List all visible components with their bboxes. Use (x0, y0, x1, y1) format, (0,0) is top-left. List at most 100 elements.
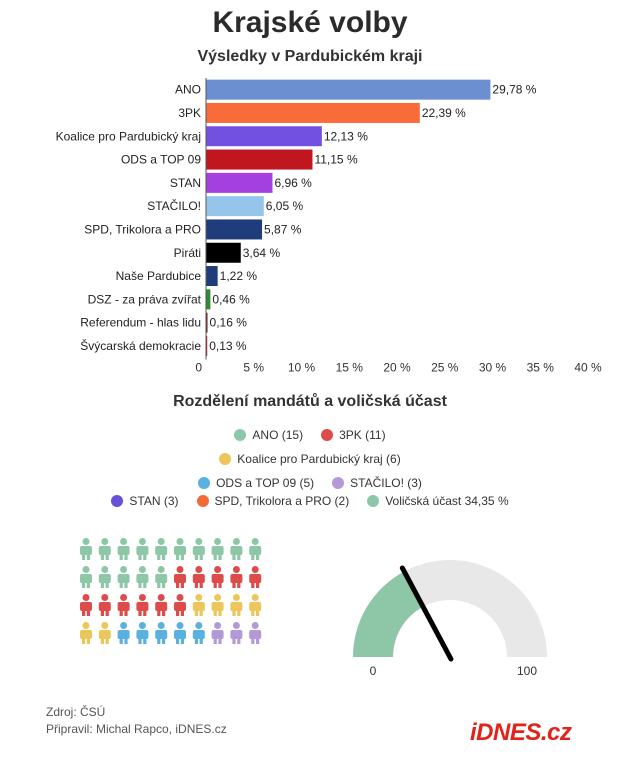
legend-swatch (321, 429, 334, 441)
seat-pictogram (80, 538, 262, 644)
legend-swatch (219, 453, 232, 465)
legend-label: ODS a TOP 09 (5) (216, 476, 315, 490)
seat-person-icon (117, 566, 130, 588)
legend-swatch (196, 495, 209, 507)
legend-swatch (198, 477, 211, 489)
seat-person-icon (117, 622, 130, 644)
x-tick-label: 40 % (574, 361, 602, 375)
seat-person-icon (117, 594, 130, 616)
seat-person-icon (136, 622, 149, 644)
category-label: Naše Pardubice (116, 269, 202, 283)
seat-person-icon (230, 622, 243, 644)
category-label: Piráti (174, 246, 201, 260)
x-tick-label: 5 % (243, 361, 264, 375)
legend-label: 3PK (11) (339, 428, 386, 442)
category-label: 3PK (178, 106, 201, 120)
bar (206, 126, 322, 147)
bar (206, 312, 208, 333)
page-title: Krajské volby (212, 6, 408, 39)
legend-label: STAČILO! (3) (350, 476, 422, 490)
bar-chart-subtitle: Výsledky v Pardubickém kraji (197, 48, 423, 65)
results-bar-chart: ANO 29,78 % 3PK 22,39 % Koalice pro Pardubic… (56, 78, 602, 375)
bar (206, 102, 420, 123)
seat-person-icon (174, 594, 186, 616)
legend-item: ANO (15) (234, 428, 303, 442)
category-label: ANO (175, 83, 201, 97)
legend-row: STAN (3) SPD, Trikolora a PRO (2) Voličská… (0, 494, 620, 508)
seat-person-icon (80, 622, 92, 644)
source-note: Zdroj: ČSÚ (46, 705, 106, 719)
value-label: 3,64 % (243, 246, 281, 260)
gauge-fill (353, 571, 424, 657)
legend-label: SPD, Trikolora a PRO (2) (214, 494, 350, 508)
legend-row: ANO (15) 3PK (11) (0, 428, 620, 442)
idnes-logo: iDNES.cz (470, 719, 572, 747)
gauge-max-label: 100 (517, 664, 537, 678)
seat-person-icon (192, 538, 205, 560)
legend-item: SPD, Trikolora a PRO (2) (196, 494, 350, 508)
legend-label: Koalice pro Pardubický kraj (6) (237, 452, 401, 466)
seat-person-icon (192, 622, 205, 644)
category-label: DSZ - za práva zvířat (88, 292, 202, 306)
bar (206, 79, 491, 100)
bar (206, 149, 313, 170)
category-label: Referendum - hlas lidu (80, 316, 201, 330)
value-label: 12,13 % (324, 129, 368, 143)
seat-person-icon (80, 594, 92, 616)
legend-row: Koalice pro Pardubický kraj (6) (0, 452, 620, 466)
author-note: Připravil: Michal Rapco, iDNES.cz (46, 722, 227, 736)
value-label: 1,22 % (220, 269, 258, 283)
value-label: 11,15 % (314, 153, 357, 167)
legend-row: ODS a TOP 09 (5) STAČILO! (3) (0, 476, 620, 490)
seat-person-icon (211, 538, 224, 560)
x-tick-label: 15 % (336, 361, 364, 375)
bar (206, 335, 208, 356)
x-tick-label: 10 % (288, 361, 316, 375)
seat-person-icon (211, 622, 224, 644)
legend-label: Voličská účast 34,35 % (385, 494, 509, 508)
gauge-min-label: 0 (370, 664, 377, 678)
seat-person-icon (249, 594, 262, 616)
seat-person-icon (98, 594, 111, 616)
category-label: SPD, Trikolora a PRO (84, 222, 201, 236)
seat-person-icon (249, 566, 262, 588)
brand-suffix: .cz (540, 719, 572, 746)
seat-person-icon (192, 566, 205, 588)
bar (206, 219, 263, 240)
legend-swatch (234, 429, 247, 441)
bar (206, 172, 273, 193)
x-tick-label: 35 % (527, 361, 555, 375)
seat-person-icon (211, 566, 224, 588)
x-tick-label: 30 % (479, 361, 507, 375)
brand-name: iDNES (470, 719, 541, 746)
seat-person-icon (249, 538, 262, 560)
seat-person-icon (230, 566, 243, 588)
x-tick-label: 20 % (383, 361, 411, 375)
value-label: 6,96 % (274, 176, 312, 190)
category-label: ODS a TOP 09 (121, 153, 201, 167)
legend-swatch (111, 495, 124, 507)
seat-person-icon (136, 594, 149, 616)
value-label: 29,78 % (492, 83, 536, 97)
seat-person-icon (80, 538, 92, 560)
seat-person-icon (155, 622, 168, 644)
legend-item: ODS a TOP 09 (5) (198, 476, 314, 490)
legend-swatch (332, 477, 345, 489)
seat-person-icon (174, 538, 186, 560)
bar (206, 289, 211, 310)
legend-item: STAČILO! (3) (332, 476, 422, 490)
legend-item: STAN (3) (111, 494, 179, 508)
bar (206, 196, 264, 217)
value-label: 5,87 % (264, 222, 302, 236)
category-label: STAČILO! (147, 198, 201, 213)
seat-person-icon (98, 538, 111, 560)
seat-person-icon (155, 566, 168, 588)
mandates-subtitle: Rozdělení mandátů a voličská účast (173, 393, 447, 410)
value-label: 22,39 % (422, 106, 466, 120)
seat-person-icon (136, 538, 149, 560)
seat-person-icon (98, 622, 111, 644)
legend-label: ANO (15) (252, 428, 304, 442)
bar (206, 242, 241, 263)
seat-person-icon (174, 566, 186, 588)
seat-person-icon (117, 538, 130, 560)
